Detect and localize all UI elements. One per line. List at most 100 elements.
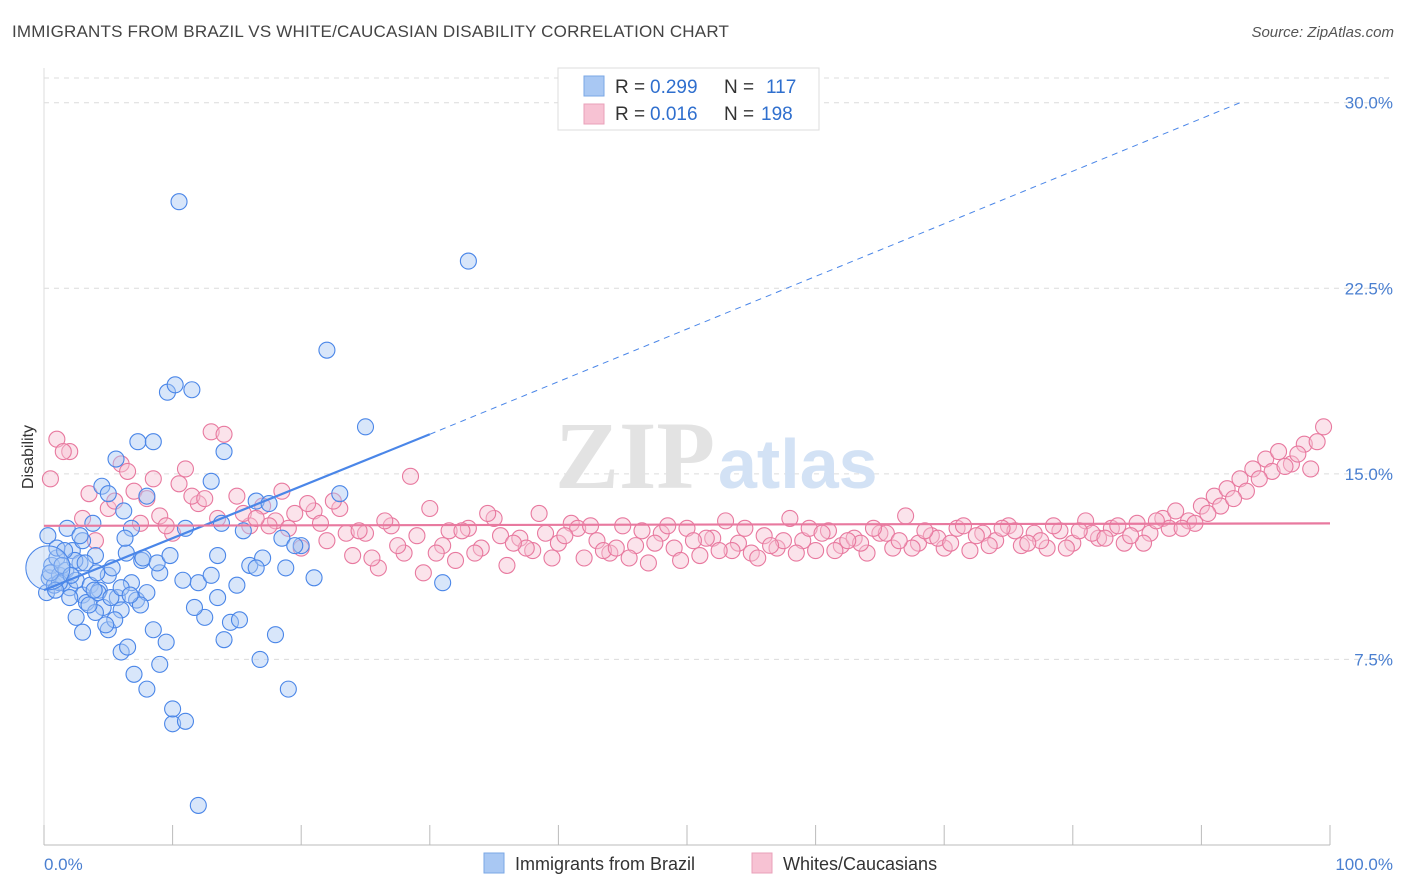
blue-point-107	[161, 546, 179, 565]
pink-point-96	[1270, 443, 1288, 461]
blue-point-21	[112, 601, 130, 619]
blue-point-36	[115, 502, 133, 520]
pink-point-123	[620, 549, 638, 567]
pink-point-36	[498, 556, 516, 574]
pink-point-194	[144, 470, 162, 488]
pink-point-102	[80, 485, 98, 503]
pink-point-53	[717, 512, 735, 530]
bottom-legend-label-blue: Immigrants from Brazil	[515, 854, 695, 874]
blue-point-66	[138, 680, 156, 698]
pink-point-192	[196, 490, 214, 508]
pink-point-164	[787, 544, 805, 562]
pink-point-138	[1006, 522, 1024, 540]
y-axis-label: Disability	[20, 425, 37, 489]
pink-point-189	[247, 509, 265, 527]
pink-point-29	[408, 527, 426, 545]
blue-point-55	[279, 680, 297, 698]
pink-point-141	[1083, 524, 1101, 542]
pink-point-72	[961, 542, 979, 560]
legend-r-value-pink: 0.016	[650, 104, 698, 125]
pink-point-149	[1289, 445, 1307, 463]
pink-point-186	[376, 512, 394, 530]
blue-point-91	[102, 589, 120, 607]
pink-point-15	[228, 487, 246, 505]
pink-point-170	[942, 534, 960, 552]
pink-point-129	[774, 532, 793, 550]
x-tick-label-100: 100.0%	[1335, 855, 1393, 874]
pink-point-136	[954, 517, 973, 535]
legend-n-label-pink: N =	[724, 104, 754, 125]
y-tick-label-0: 7.5%	[1354, 650, 1393, 669]
pink-point-4	[86, 532, 104, 550]
pink-point-116	[440, 522, 458, 540]
legend-n-label-blue: N =	[724, 77, 754, 98]
pink-point-171	[967, 527, 985, 545]
pink-point-125	[672, 551, 690, 570]
pink-point-67	[897, 507, 915, 525]
pink-point-187	[401, 467, 420, 485]
pink-point-140	[1057, 539, 1075, 557]
pink-point-146	[1212, 497, 1230, 515]
pink-point-181	[1225, 490, 1243, 508]
trend-lines	[43, 102, 1331, 592]
blue-point-51	[228, 576, 246, 594]
bottom-legend-swatch-blue	[483, 852, 505, 874]
blue-point-112	[251, 650, 269, 668]
pink-point-88	[1167, 502, 1185, 520]
pink-point-101	[54, 443, 72, 461]
pink-point-47	[639, 554, 657, 572]
chart-title: IMMIGRANTS FROM BRAZIL VS WHITE/CAUCASIA…	[12, 22, 730, 41]
blue-point-37	[122, 519, 140, 537]
pink-point-104	[131, 514, 149, 532]
pink-point-110	[286, 504, 304, 523]
blue-point-86	[61, 589, 79, 607]
pink-point-160	[684, 532, 702, 550]
legend-n-value-blue: 117	[766, 77, 796, 98]
pink-point-148	[1263, 462, 1281, 480]
pink-point-150	[1302, 460, 1320, 478]
blue-point-41	[151, 564, 169, 582]
pink-point-158	[633, 522, 651, 540]
blue-point-109	[185, 598, 204, 617]
pink-point-11	[176, 460, 195, 478]
pink-point-131	[826, 542, 844, 560]
blue-point-88	[80, 596, 98, 614]
blue-point-93	[121, 586, 139, 604]
blue-point-74	[106, 611, 124, 629]
pink-point-132	[852, 534, 870, 552]
pink-point-163	[762, 537, 780, 555]
pink-point-122	[594, 542, 612, 560]
pink-point-176	[1096, 529, 1114, 547]
blue-point-29	[58, 519, 76, 537]
blue-point-39	[138, 487, 156, 505]
pink-point-94	[1244, 460, 1262, 478]
blue-point-108	[174, 571, 192, 589]
pink-point-195	[119, 462, 137, 480]
blue-point-38	[129, 433, 147, 451]
legend-swatch-pink	[583, 103, 605, 125]
blue-point-85	[273, 529, 291, 547]
blue-point-111	[230, 611, 249, 629]
x-tick-marks	[43, 825, 1331, 845]
blue-point-61	[434, 574, 452, 592]
blue-point-48	[209, 546, 227, 565]
legend-r-label-pink: R =	[615, 104, 645, 125]
pink-point-0	[41, 470, 59, 488]
pink-point-178	[1147, 512, 1165, 530]
pink-point-91	[1205, 487, 1223, 505]
blue-point-95	[56, 542, 74, 560]
pink-point-9	[151, 507, 169, 525]
legend-swatch-blue	[583, 75, 605, 97]
pink-point-169	[916, 522, 934, 540]
blue-point-71	[170, 193, 188, 211]
blue-point-76	[131, 596, 149, 614]
bottom-legend-label-pink: Whites/Caucasians	[783, 854, 937, 874]
pink-point-161	[710, 542, 728, 560]
pink-point-114	[389, 537, 407, 555]
pink-point-13	[202, 423, 220, 441]
y-tick-label-1: 15.0%	[1345, 465, 1393, 484]
watermark-atlas: atlas	[718, 425, 878, 503]
blue-point-87	[67, 608, 85, 626]
blue-point-27	[39, 527, 57, 545]
